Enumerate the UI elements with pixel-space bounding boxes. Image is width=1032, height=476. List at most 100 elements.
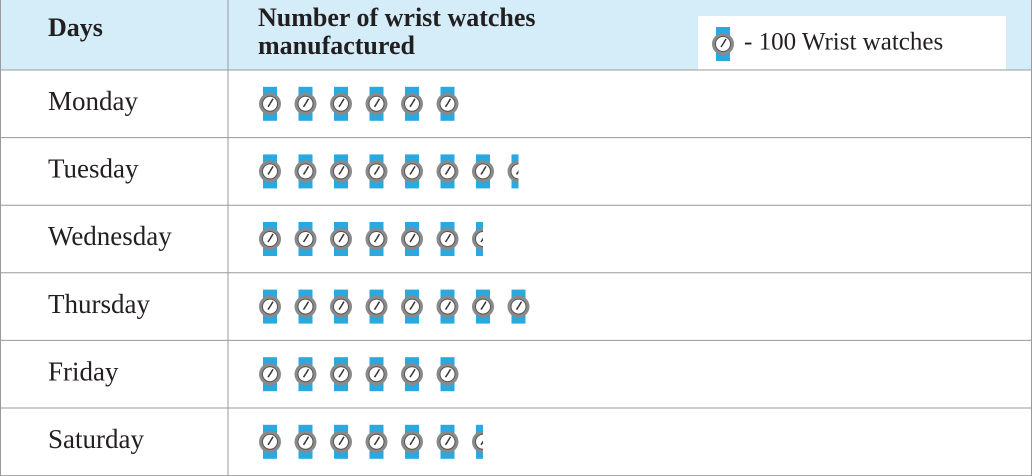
hand [302, 170, 307, 175]
watch-icon [401, 289, 423, 324]
watch-row [259, 289, 530, 324]
hand [375, 98, 381, 105]
watch-icon [401, 222, 423, 256]
hand [373, 103, 378, 108]
hand [411, 166, 416, 172]
hand [375, 166, 381, 172]
hand [269, 166, 274, 172]
day-label: Thursday [48, 289, 150, 319]
hand [517, 301, 523, 307]
watch-icon [436, 424, 459, 459]
watch-icon [365, 424, 388, 459]
hand [444, 170, 449, 175]
hand [338, 103, 342, 108]
hand [482, 237, 483, 239]
hand [267, 238, 271, 243]
watch-icon [436, 222, 459, 256]
hand [482, 301, 487, 307]
hand [446, 436, 452, 443]
watch-icon [259, 424, 281, 459]
hand [302, 238, 307, 243]
watch-icon [365, 357, 388, 392]
hand [269, 301, 274, 307]
watch-icon [436, 289, 459, 324]
watch-icon [472, 289, 494, 324]
hand [373, 170, 378, 175]
hand [515, 306, 520, 311]
hand [480, 238, 483, 243]
watch-icon [472, 222, 483, 256]
hand [375, 301, 381, 307]
watch-icon [365, 289, 388, 324]
hand [269, 98, 274, 105]
hand [409, 441, 413, 446]
hand [340, 233, 345, 240]
watch-row [259, 154, 519, 189]
hand [373, 306, 378, 311]
watch-icon [436, 357, 459, 392]
hand [373, 441, 378, 446]
hand [340, 98, 345, 105]
header-days: Days [48, 13, 103, 42]
hand [269, 368, 274, 375]
watch-icon [259, 357, 281, 392]
day-label: Monday [48, 86, 138, 116]
watch-icon [712, 27, 734, 61]
watch-icon [330, 357, 352, 392]
watch-icon [294, 289, 317, 324]
watch-icon [436, 154, 459, 189]
day-label: Friday [48, 356, 119, 386]
watch-icon [294, 154, 317, 189]
hand [409, 306, 413, 311]
hand [340, 166, 345, 172]
hand [338, 373, 342, 378]
hand [373, 373, 378, 378]
watch-row [259, 424, 483, 459]
hand [304, 233, 310, 240]
face [475, 231, 483, 247]
watch-row [259, 86, 459, 121]
hand [338, 238, 342, 243]
hand [480, 441, 483, 446]
watch-icon [259, 86, 281, 121]
hand [446, 98, 452, 105]
hand [338, 306, 342, 311]
hand [375, 233, 381, 240]
hand [375, 368, 381, 375]
key-box [698, 16, 1006, 70]
hand [267, 306, 271, 311]
watch-icon [365, 86, 388, 121]
watch-icon [401, 424, 423, 459]
hand [302, 441, 307, 446]
hand [409, 103, 413, 108]
hand [446, 368, 452, 375]
watch-icon [294, 86, 317, 121]
hand [446, 166, 452, 172]
hand [375, 436, 381, 443]
hand [269, 233, 274, 240]
hand [340, 436, 345, 443]
hand [409, 373, 413, 378]
hand [304, 368, 310, 375]
hand [411, 98, 416, 105]
hand [302, 373, 307, 378]
hand [304, 98, 310, 105]
watch-icon [330, 86, 352, 121]
hand [267, 441, 271, 446]
hand [338, 441, 342, 446]
hand [304, 436, 310, 443]
hand [304, 166, 310, 172]
hand [444, 441, 449, 446]
hand [302, 103, 307, 108]
watch-icon [401, 86, 423, 121]
hand [338, 170, 342, 175]
hand [340, 301, 345, 307]
watch-icon [330, 289, 352, 324]
key-label: - 100 Wrist watches [744, 29, 943, 56]
hand [267, 170, 271, 175]
watch-icon [294, 357, 317, 392]
header-count: Number of wrist watches manufactured [258, 3, 536, 60]
face [510, 163, 519, 180]
